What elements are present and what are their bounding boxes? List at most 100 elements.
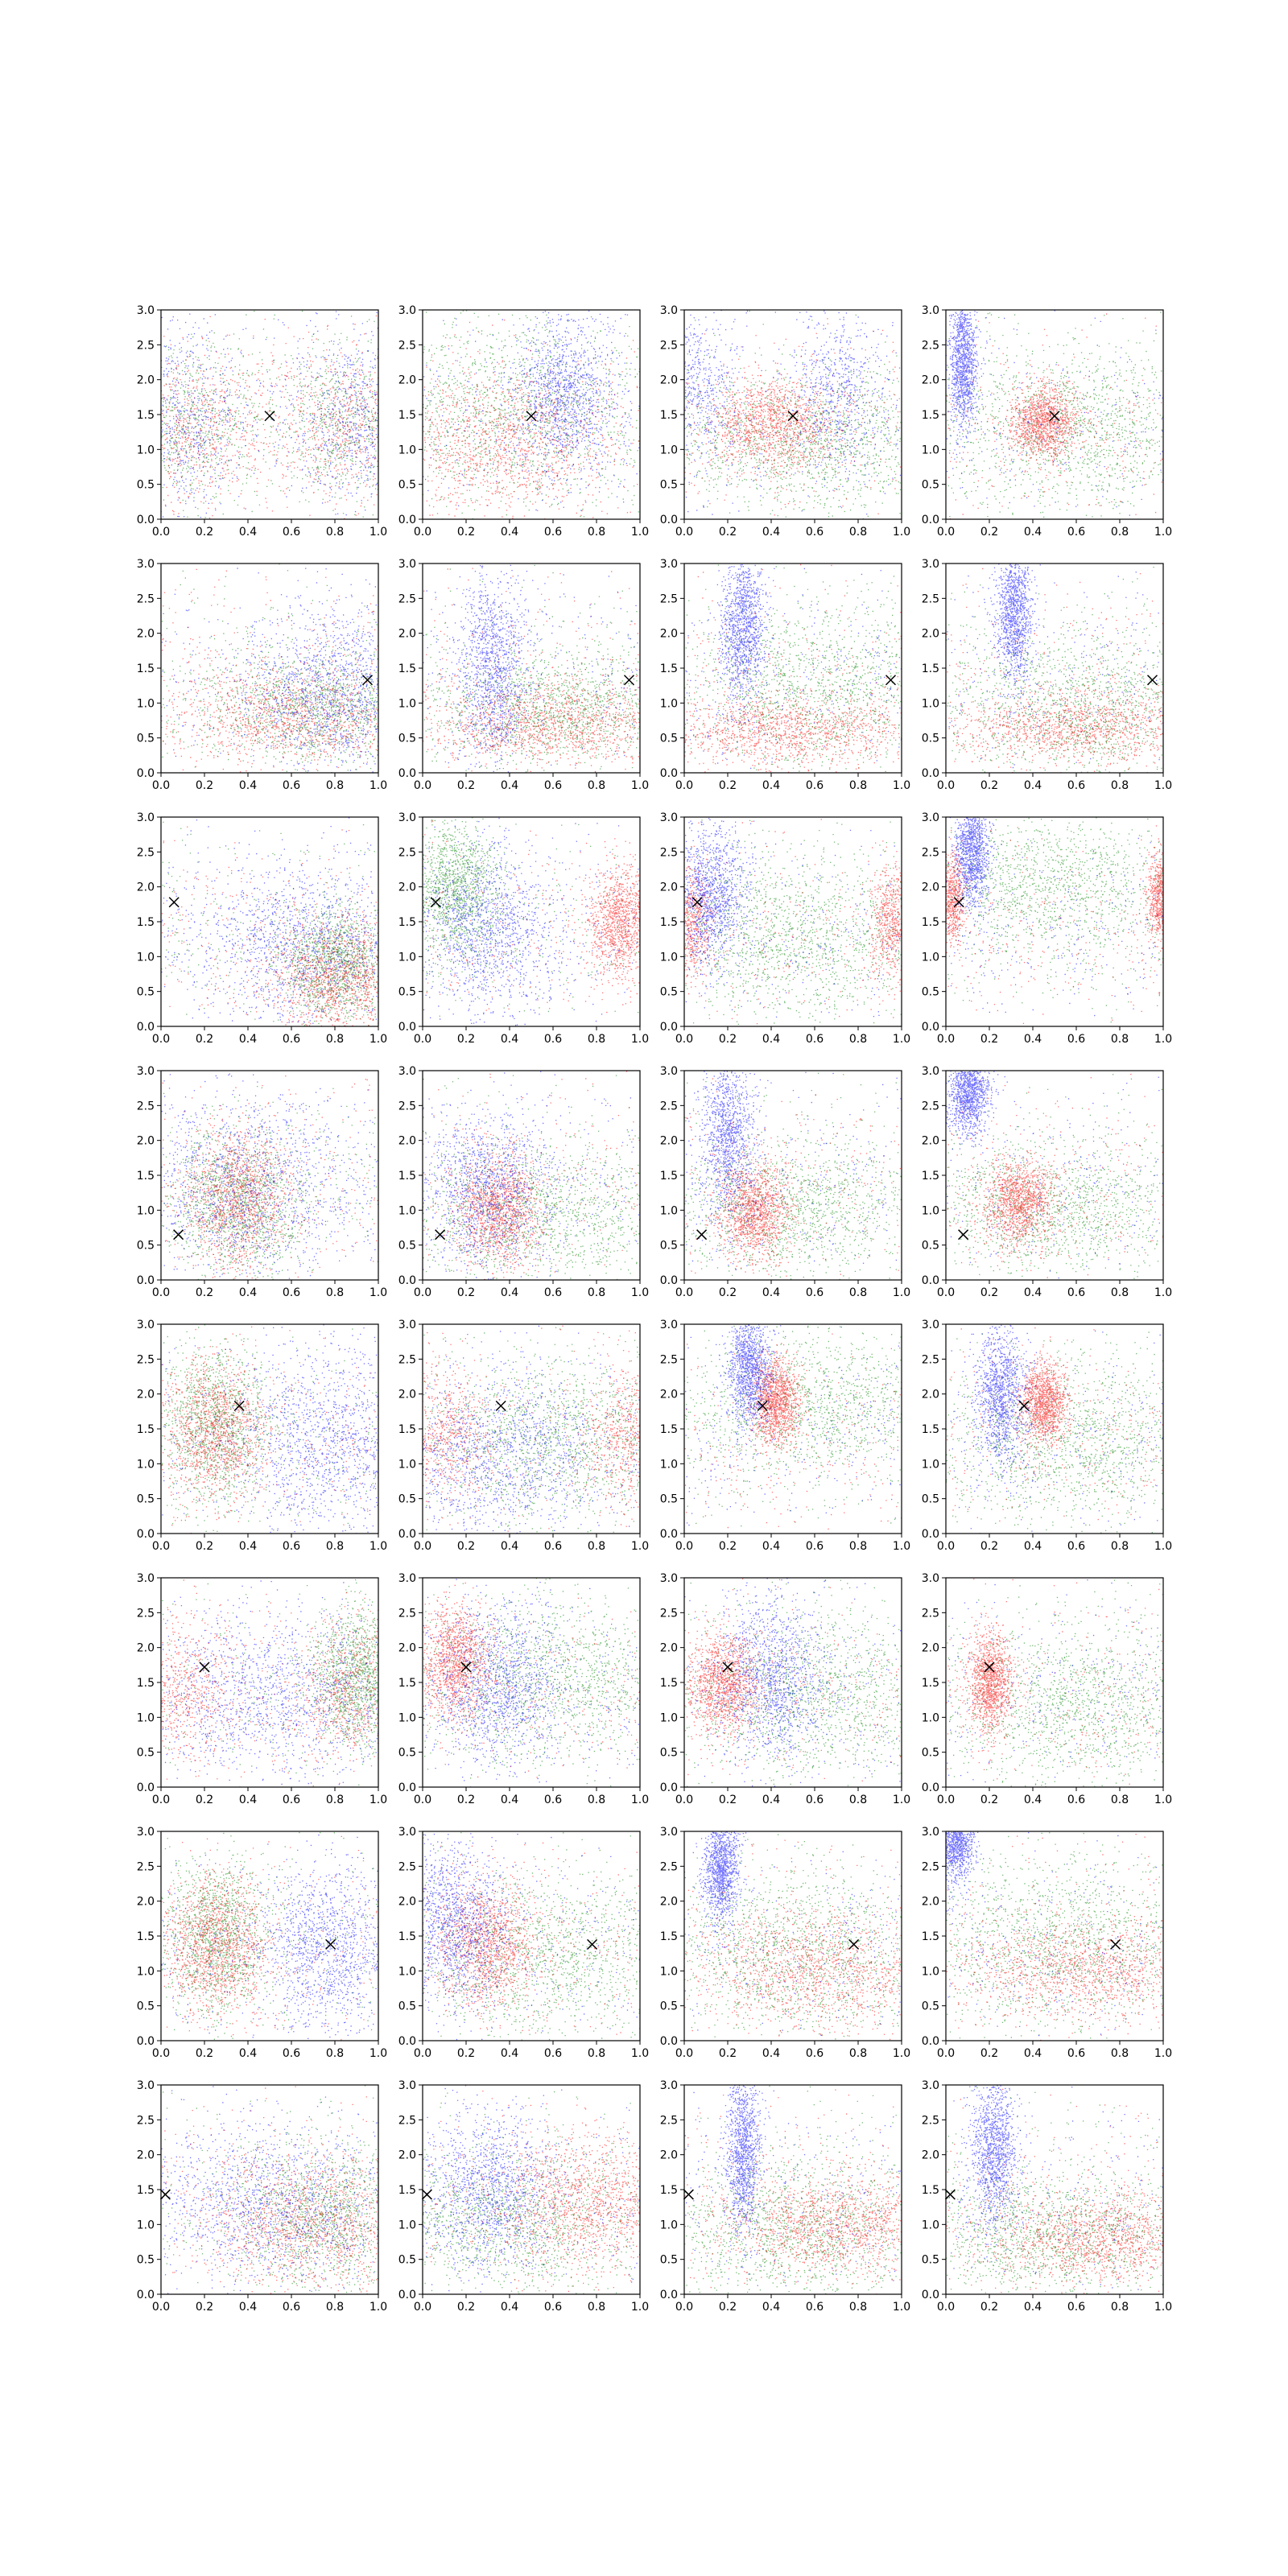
scatter-points — [102, 564, 568, 774]
subplot-r2-c3: 0.0 0.2 0.4 0.6 0.8 1.00.00.51.01.52.02.53.0 — [585, 558, 1051, 792]
series-blue — [40, 1580, 500, 1788]
points-green — [369, 565, 755, 774]
x-tick-label: 0.2 — [980, 1033, 998, 1046]
y-tick-label: 0.5 — [398, 479, 416, 492]
y-tick-label: 1.5 — [660, 2184, 678, 2197]
y-tick-label: 1.0 — [922, 1204, 939, 1217]
y-tick-label: 2.0 — [922, 1389, 939, 1402]
y-tick-label: 0.0 — [922, 767, 939, 780]
x-tick-label: 0.8 — [849, 1286, 867, 1299]
y-tick-label: 1.0 — [137, 1965, 155, 1978]
x-tick-label: 0.2 — [196, 1794, 213, 1806]
y-tick-label: 0.0 — [398, 1781, 416, 1794]
series-red — [138, 1075, 378, 1280]
y-tick-label: 2.5 — [398, 1860, 416, 1873]
y-tick-label: 0.5 — [137, 986, 155, 999]
axes-frame — [423, 1324, 640, 1534]
y-tick-label: 2.5 — [660, 1100, 678, 1113]
x-tick-label: 0.2 — [719, 1033, 737, 1046]
x-tick-label: 0.6 — [806, 2047, 824, 2060]
y-tick-label: 1.0 — [660, 1458, 678, 1471]
scatter-points — [850, 1071, 1261, 1281]
x-tick-label: 0.6 — [544, 2301, 562, 2314]
x-tick-label: 0.4 — [1024, 1540, 1042, 1553]
y-tick-label: 1.0 — [398, 444, 416, 456]
x-tick-label: 0.0 — [414, 1033, 431, 1046]
y-tick-label: 0.0 — [660, 514, 678, 526]
subplot-r8-c3: 0.0 0.2 0.4 0.6 0.8 1.00.00.51.01.52.02.53.0 — [581, 2079, 1004, 2314]
x-tick-label: 1.0 — [1154, 1033, 1172, 1046]
x-tick-label: 0.2 — [980, 1540, 998, 1553]
y-tick-label: 2.5 — [660, 2114, 678, 2127]
y-tick-label: 0.0 — [660, 1021, 678, 1034]
y-tick-label: 0.5 — [398, 1747, 416, 1760]
x-tick-label: 1.0 — [369, 1540, 387, 1553]
x-tick-label: 0.2 — [980, 779, 998, 792]
x-tick-label: 1.0 — [893, 2047, 910, 2060]
points-blue — [685, 1324, 901, 1525]
x-tick-label: 0.2 — [196, 2047, 213, 2060]
subplot-r3-c2: 0.0 0.2 0.4 0.6 0.8 1.00.00.51.01.52.02.53.0 — [353, 811, 679, 1046]
y-tick-label: 3.0 — [137, 1319, 155, 1331]
x-tick-label: 0.8 — [326, 2301, 344, 2314]
x-tick-label: 0.4 — [239, 779, 257, 792]
scatter-points — [323, 1326, 778, 1534]
y-tick-label: 3.0 — [137, 811, 155, 824]
y-tick-label: 3.0 — [922, 1319, 939, 1331]
points-red — [148, 2087, 505, 2294]
y-tick-label: 2.0 — [398, 1642, 416, 1655]
x-tick-label: 0.2 — [980, 2047, 998, 2060]
y-tick-label: 2.0 — [660, 628, 678, 641]
series-green — [836, 1832, 1254, 2041]
subplot-r6-c2: 0.0 0.2 0.4 0.6 0.8 1.00.00.51.01.52.02.53.0 — [345, 1572, 762, 1806]
y-tick-label: 1.0 — [137, 1711, 155, 1724]
x-tick-label: 0.4 — [501, 2301, 518, 2314]
subplot-r4-c4: 0.0 0.2 0.4 0.6 0.8 1.00.00.51.01.52.02.53.0 — [850, 1065, 1261, 1299]
x-marker — [234, 1401, 244, 1410]
y-tick-label: 2.0 — [660, 1389, 678, 1402]
subplot-r5-c3: 0.0 0.2 0.4 0.6 0.8 1.00.00.51.01.52.02.53.0 — [584, 1319, 1034, 1553]
y-tick-label: 2.5 — [660, 846, 678, 859]
y-tick-label: 3.0 — [922, 2079, 939, 2092]
x-tick-label: 0.8 — [849, 2047, 867, 2060]
y-tick-label: 1.5 — [137, 916, 155, 929]
x-tick-label: 0.6 — [544, 2047, 562, 2060]
x-tick-label: 0.8 — [1111, 1540, 1129, 1553]
y-tick-label: 0.0 — [660, 1781, 678, 1794]
y-tick-label: 1.5 — [922, 409, 939, 422]
y-tick-label: 0.5 — [660, 2254, 678, 2267]
scatter-points — [324, 1071, 760, 1281]
x-tick-label: 0.2 — [980, 2301, 998, 2314]
y-tick-label: 1.0 — [137, 1458, 155, 1471]
points-blue — [323, 1326, 658, 1534]
x-tick-label: 1.0 — [893, 779, 910, 792]
x-marker — [697, 1230, 707, 1240]
x-marker — [959, 1230, 968, 1240]
y-tick-label: 0.0 — [137, 2289, 155, 2301]
y-tick-label: 0.0 — [137, 1781, 155, 1794]
subplot-r4-c2: 0.0 0.2 0.4 0.6 0.8 1.00.00.51.01.52.02.53.0 — [324, 1065, 760, 1299]
x-tick-label: 0.6 — [806, 779, 824, 792]
y-tick-label: 0.5 — [922, 1493, 939, 1506]
y-tick-label: 1.5 — [922, 1423, 939, 1436]
y-tick-label: 1.5 — [660, 663, 678, 675]
y-tick-label: 2.0 — [137, 1896, 155, 1909]
x-tick-label: 0.2 — [719, 526, 737, 539]
x-tick-label: 0.0 — [152, 1033, 170, 1046]
x-tick-label: 0.0 — [152, 1286, 170, 1299]
y-tick-label: 2.0 — [398, 881, 416, 894]
y-tick-label: 1.5 — [660, 916, 678, 929]
y-tick-label: 0.5 — [137, 1747, 155, 1760]
subplot-r3-c3: 0.0 0.2 0.4 0.6 0.8 1.00.00.51.01.52.02.53.0 — [580, 811, 1005, 1046]
x-tick-label: 1.0 — [893, 1033, 910, 1046]
x-marker — [436, 1230, 445, 1240]
series-blue — [685, 1324, 901, 1525]
y-tick-label: 2.5 — [398, 1353, 416, 1366]
x-tick-label: 0.6 — [1067, 2047, 1085, 2060]
y-tick-label: 2.5 — [922, 846, 939, 859]
x-tick-label: 0.4 — [762, 2301, 780, 2314]
series-green — [581, 2086, 1004, 2295]
axes-frame — [684, 564, 902, 773]
x-tick-label: 0.0 — [414, 1286, 431, 1299]
y-tick-label: 1.0 — [137, 2219, 155, 2231]
